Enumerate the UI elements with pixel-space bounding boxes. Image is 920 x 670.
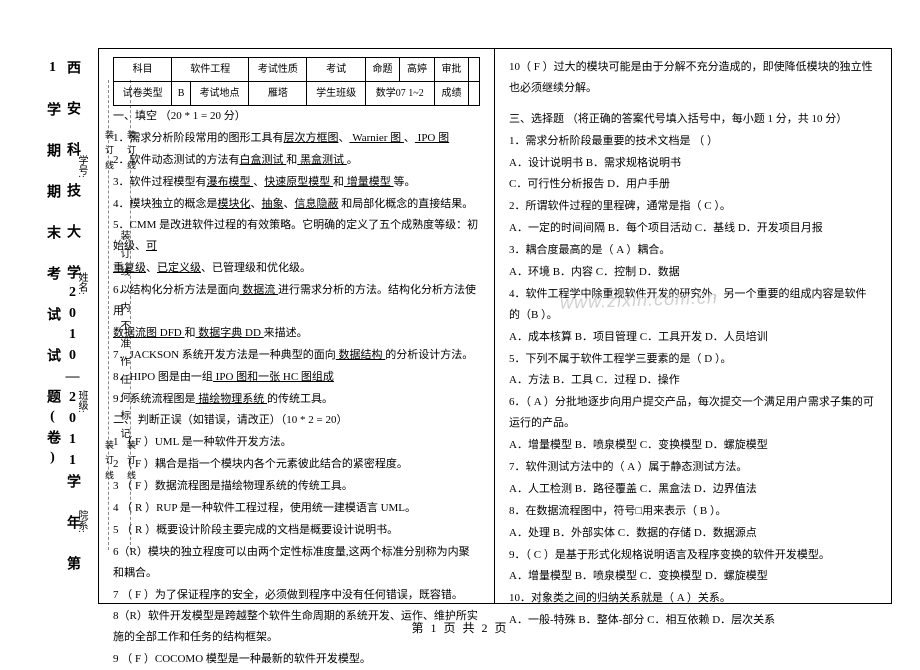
spacer bbox=[509, 100, 877, 108]
hdr-cell: 考试地点 bbox=[190, 82, 248, 106]
choice-8: 8．在数据流程图中，符号□用来表示（ B ）。 bbox=[509, 501, 877, 522]
hdr-cell: 学生班级 bbox=[307, 82, 365, 106]
judge-4: 4 （ R ）RUP 是一种软件工程过程，使用统一建模语言 UML。 bbox=[113, 498, 480, 519]
table-row: 试卷类型 B 考试地点 雁塔 学生班级 数学07 1~2 成绩 bbox=[114, 82, 480, 106]
hdr-cell: 雁塔 bbox=[249, 82, 307, 106]
choice-4-opts: A．成本核算 B．项目管理 C．工具开发 D．人员培训 bbox=[509, 327, 877, 348]
hdr-cell: 软件工程 bbox=[172, 58, 249, 82]
fill-5b: 重复级、已定义级、已管理级和优化级。 bbox=[113, 258, 480, 279]
hdr-cell: 科目 bbox=[114, 58, 172, 82]
right-column: 10（ F ）过大的模块可能是由于分解不充分造成的，即使降低模块的独立性也必须继… bbox=[495, 49, 891, 603]
judge-9: 9 （ F ）COCOMO 模型是一种最新的软件开发模型。 bbox=[113, 649, 480, 670]
fill-8: 8．HIPO 图是由一组 IPO 图和一张 HC 图组成 bbox=[113, 367, 480, 388]
hdr-cell: 审批 bbox=[434, 58, 468, 82]
choice-2: 2．所谓软件过程的里程碑，通常是指（ C ）。 bbox=[509, 196, 877, 217]
hdr-cell: 考试 bbox=[307, 58, 365, 82]
choice-8-opts: A．处理 B．外部实体 C．数据的存储 D．数据源点 bbox=[509, 523, 877, 544]
page-border: 科目 软件工程 考试性质 考试 命题 高婷 审批 试卷类型 B 考试地点 雁塔 … bbox=[98, 48, 892, 604]
section-2-title: 二、 判断正误（如错误，请改正）（10 * 2 = 20） bbox=[113, 410, 480, 431]
choice-9: 9．（ C ）是基于形式化规格说明语言及程序变换的软件开发模型。 bbox=[509, 545, 877, 566]
choice-4: 4．软件工程学中除重视软件开发的研究外，另一个重要的组成内容是软件的（B ）。 bbox=[509, 284, 877, 326]
choice-7-opts: A．人工检测 B．路径覆盖 C．黑盒法 D．边界值法 bbox=[509, 479, 877, 500]
hdr-cell: 成绩 bbox=[434, 82, 468, 106]
header-table: 科目 软件工程 考试性质 考试 命题 高婷 审批 试卷类型 B 考试地点 雁塔 … bbox=[113, 57, 480, 106]
section-1-title: 一、填空 （20 * 1 = 20 分） bbox=[113, 106, 480, 127]
choice-1-opts: A．设计说明书 B．需求规格说明书 bbox=[509, 153, 877, 174]
id-label: 学号: bbox=[74, 155, 89, 178]
choice-6-opts: A．增量模型 B．喷泉模型 C．变换模型 D．螺旋模型 bbox=[509, 435, 877, 456]
judge-2: 2 （ F ）耦合是指一个模块内各个元素彼此结合的紧密程度。 bbox=[113, 454, 480, 475]
content-area: 科目 软件工程 考试性质 考试 命题 高婷 审批 试卷类型 B 考试地点 雁塔 … bbox=[99, 49, 891, 603]
hdr-cell: 命题 bbox=[365, 58, 399, 82]
choice-9-opts: A．增量模型 B．喷泉模型 C．变换模型 D．螺旋模型 bbox=[509, 566, 877, 587]
judge-7: 7 （ F ）为了保证程序的安全，必须做到程序中没有任何错误，既容错。 bbox=[113, 585, 480, 606]
choice-2-opts: A．一定的时间间隔 B．每个项目活动 C．基线 D．开发项目月报 bbox=[509, 218, 877, 239]
hdr-cell: B bbox=[172, 82, 191, 106]
fill-6: 6．结构化分析方法是面向 数据流 进行需求分析的方法。结构化分析方法使用 bbox=[113, 280, 480, 322]
choice-6: 6．（ A ）分批地逐步向用户提交产品，每次提交一个满足用户需求子集的可运行的产… bbox=[509, 392, 877, 434]
name-label: 姓名: bbox=[74, 272, 89, 295]
choice-3-opts: A．环境 B．内容 C．控制 D．数据 bbox=[509, 262, 877, 283]
judge-1: 1 （ F ）UML 是一种软件开发方法。 bbox=[113, 432, 480, 453]
fill-7: 7．JACKSON 系统开发方法是一种典型的面向 数据结构 的分析设计方法。 bbox=[113, 345, 480, 366]
hdr-cell bbox=[469, 82, 480, 106]
fill-1: 1．需求分析阶段常用的图形工具有层次方框图、 Warnier 图 、 IPO 图 bbox=[113, 128, 480, 149]
hdr-cell: 考试性质 bbox=[249, 58, 307, 82]
page-footer: 第 1 页 共 2 页 bbox=[0, 619, 920, 636]
hdr-cell: 高婷 bbox=[400, 58, 434, 82]
table-row: 科目 软件工程 考试性质 考试 命题 高婷 审批 bbox=[114, 58, 480, 82]
choice-5-opts: A．方法 B．工具 C．过程 D．操作 bbox=[509, 370, 877, 391]
fill-3: 3．软件过程模型有瀑布模型 、快速原型模型 和 增量模型 等。 bbox=[113, 172, 480, 193]
left-column: 科目 软件工程 考试性质 考试 命题 高婷 审批 试卷类型 B 考试地点 雁塔 … bbox=[99, 49, 495, 603]
choice-1: 1．需求分析阶段最重要的技术文档是 （ ） bbox=[509, 131, 877, 152]
judge-5: 5 （ R ）概要设计阶段主要完成的文档是概要设计说明书。 bbox=[113, 520, 480, 541]
choice-5: 5．下列不属于软件工程学三要素的是（ D ）。 bbox=[509, 349, 877, 370]
section-3-title: 三、选择题 （将正确的答案代号填入括号中，每小题 1 分，共 10 分） bbox=[509, 109, 877, 130]
fill-4: 4．模块独立的概念是模块化、抽象、信息隐蔽 和局部化概念的直接结果。 bbox=[113, 194, 480, 215]
hdr-cell: 试卷类型 bbox=[114, 82, 172, 106]
judge-10: 10（ F ）过大的模块可能是由于分解不充分造成的，即使降低模块的独立性也必须继… bbox=[509, 57, 877, 99]
fill-9: 9．系统流程图是 描绘物理系统 的传统工具。 bbox=[113, 389, 480, 410]
hdr-cell bbox=[469, 58, 480, 82]
judge-6: 6（R）模块的独立程度可以由两个定性标准度量,这两个标准分别称为内聚和耦合。 bbox=[113, 542, 480, 584]
choice-10: 10．对象类之间的归纳关系就是（ A ）关系。 bbox=[509, 588, 877, 609]
choice-3: 3．耦合度最高的是（ A ）耦合。 bbox=[509, 240, 877, 261]
choice-7: 7．软件测试方法中的（ A ）属于静态测试方法。 bbox=[509, 457, 877, 478]
class-label: 班级: bbox=[74, 390, 89, 413]
fill-2: 2．软件动态测试的方法有白盒测试 和 黑盒测试 。 bbox=[113, 150, 480, 171]
choice-1-opts2: C．可行性分析报告 D．用户手册 bbox=[509, 174, 877, 195]
dept-label: 院系: bbox=[74, 510, 89, 533]
judge-3: 3 （ F ）数据流程图是描绘物理系统的传统工具。 bbox=[113, 476, 480, 497]
fill-5: 5．CMM 是改进软件过程的有效策略。它明确的定义了五个成熟度等级：初始级、可 bbox=[113, 215, 480, 257]
fill-6b: 数据流图 DFD 和 数据字典 DD 来描述。 bbox=[113, 323, 480, 344]
hdr-cell: 数学07 1~2 bbox=[365, 82, 434, 106]
